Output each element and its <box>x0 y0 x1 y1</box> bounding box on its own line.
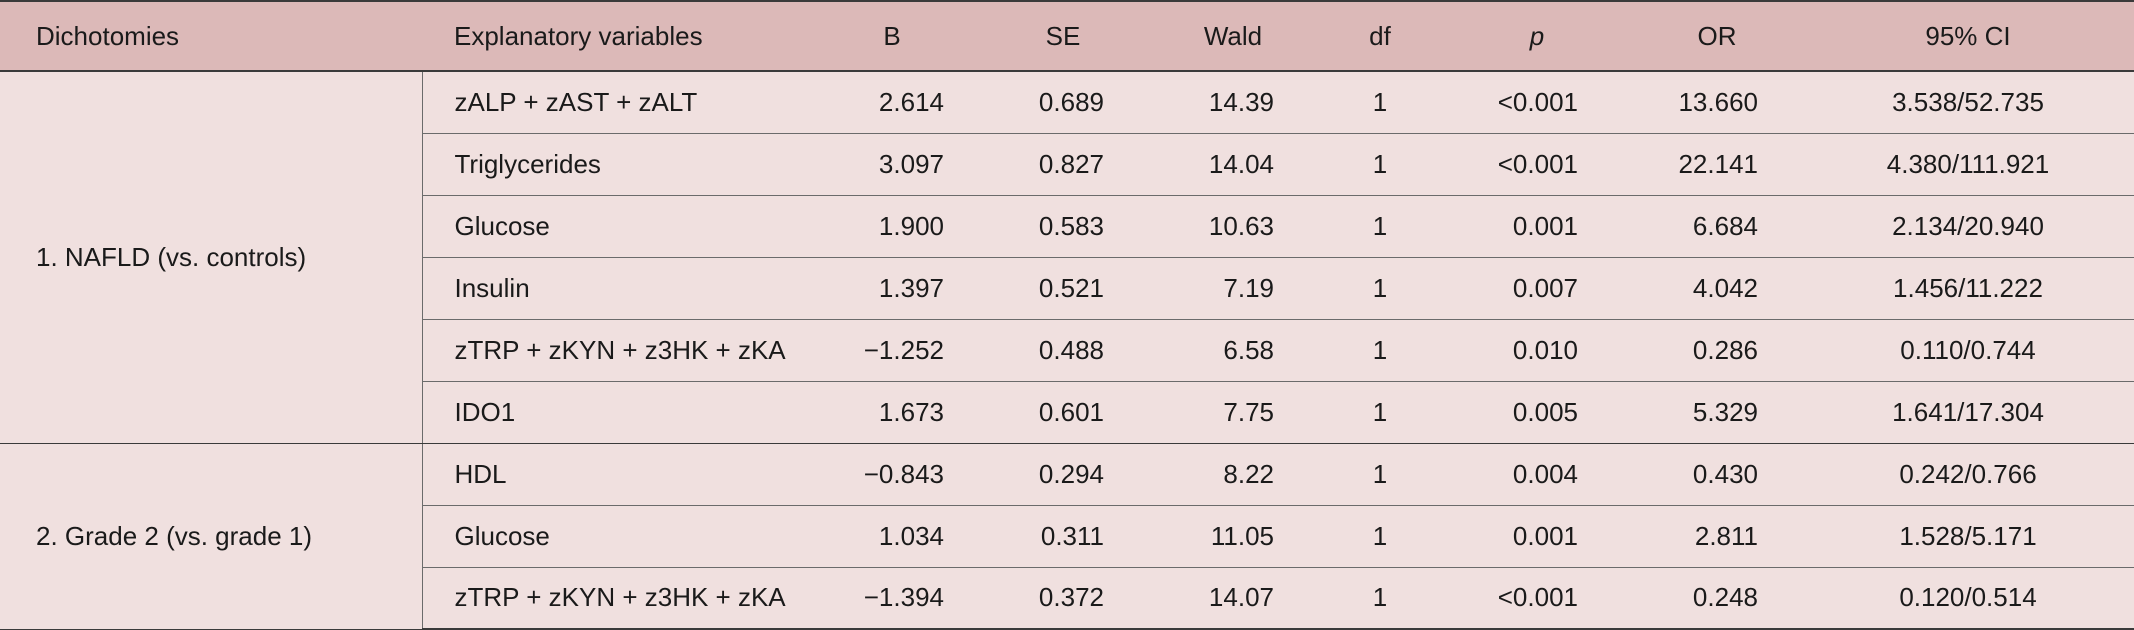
header-variables: Explanatory variables <box>422 0 806 72</box>
cell-or: 0.430 <box>1632 443 1802 506</box>
header-b: B <box>806 0 978 72</box>
cell-b: 1.034 <box>806 505 978 568</box>
cell-p: <0.001 <box>1442 567 1632 630</box>
cell-or: 13.660 <box>1632 71 1802 134</box>
cell-wald: 8.22 <box>1148 443 1318 506</box>
cell-df: 1 <box>1318 443 1442 506</box>
cell-variable: Triglycerides <box>422 133 806 196</box>
cell-or: 5.329 <box>1632 381 1802 444</box>
cell-df: 1 <box>1318 71 1442 134</box>
cell-variable: zTRP + zKYN + z3HK + zKA <box>422 567 806 630</box>
cell-p: 0.001 <box>1442 195 1632 258</box>
cell-df: 1 <box>1318 381 1442 444</box>
cell-df: 1 <box>1318 133 1442 196</box>
table-row: IDO1 1.673 0.601 7.75 1 0.005 5.329 1.641/17.30… <box>0 381 2134 444</box>
cell-p: 0.010 <box>1442 319 1632 382</box>
cell-wald: 14.04 <box>1148 133 1318 196</box>
cell-wald: 7.19 <box>1148 257 1318 320</box>
table-row: Glucose 1.900 0.583 10.63 1 0.001 6.684 2.134/2… <box>0 195 2134 258</box>
cell-ci: 1.528/5.171 <box>1802 505 2134 568</box>
cell-or: 2.811 <box>1632 505 1802 568</box>
cell-ci: 0.120/0.514 <box>1802 567 2134 630</box>
table-row: Triglycerides 3.097 0.827 14.04 1 <0.001 22.14… <box>0 133 2134 196</box>
cell-variable: HDL <box>422 443 806 506</box>
cell-p: 0.005 <box>1442 381 1632 444</box>
cell-wald: 14.39 <box>1148 71 1318 134</box>
cell-p: 0.004 <box>1442 443 1632 506</box>
table-row: 1. NAFLD (vs. controls) zALP + zAST + zAL… <box>0 71 2134 444</box>
cell-se: 0.294 <box>978 443 1148 506</box>
table-header: Dichotomies Explanatory variables B SE W… <box>0 0 2134 72</box>
cell-or: 0.286 <box>1632 319 1802 382</box>
cell-df: 1 <box>1318 567 1442 630</box>
cell-p: <0.001 <box>1442 71 1632 134</box>
cell-variable: zALP + zAST + zALT <box>422 71 806 134</box>
cell-se: 0.488 <box>978 319 1148 382</box>
cell-b: 3.097 <box>806 133 978 196</box>
cell-df: 1 <box>1318 319 1442 382</box>
header-row: Dichotomies Explanatory variables B SE W… <box>0 0 2134 72</box>
table-row: 2. Grade 2 (vs. grade 1) HDL −0.843 0.294 8.… <box>0 443 2134 630</box>
cell-se: 0.689 <box>978 71 1148 134</box>
cell-wald: 7.75 <box>1148 381 1318 444</box>
header-df: df <box>1318 0 1442 72</box>
cell-or: 0.248 <box>1632 567 1802 630</box>
dichotomy-label: 1. NAFLD (vs. controls) <box>0 71 423 444</box>
header-or: OR <box>1632 0 1802 72</box>
cell-or: 6.684 <box>1632 195 1802 258</box>
cell-ci: 0.110/0.744 <box>1802 319 2134 382</box>
cell-ci: 3.538/52.735 <box>1802 71 2134 134</box>
cell-variable: zTRP + zKYN + z3HK + zKA <box>422 319 806 382</box>
cell-b: −1.394 <box>806 567 978 630</box>
cell-or: 4.042 <box>1632 257 1802 320</box>
cell-wald: 6.58 <box>1148 319 1318 382</box>
cell-b: 2.614 <box>806 71 978 134</box>
table-body: 1. NAFLD (vs. controls) zALP + zAST + zAL… <box>0 71 2134 630</box>
cell-b: −1.252 <box>806 319 978 382</box>
cell-b: 1.900 <box>806 195 978 258</box>
cell-se: 0.372 <box>978 567 1148 630</box>
cell-variable: IDO1 <box>422 381 806 444</box>
cell-p: 0.001 <box>1442 505 1632 568</box>
cell-wald: 10.63 <box>1148 195 1318 258</box>
cell-se: 0.601 <box>978 381 1148 444</box>
header-wald: Wald <box>1148 0 1318 72</box>
header-se: SE <box>978 0 1148 72</box>
cell-or: 22.141 <box>1632 133 1802 196</box>
dichotomy-label: 2. Grade 2 (vs. grade 1) <box>0 443 423 630</box>
cell-wald: 14.07 <box>1148 567 1318 630</box>
cell-p: <0.001 <box>1442 133 1632 196</box>
cell-wald: 11.05 <box>1148 505 1318 568</box>
cell-ci: 0.242/0.766 <box>1802 443 2134 506</box>
cell-p: 0.007 <box>1442 257 1632 320</box>
cell-b: 1.397 <box>806 257 978 320</box>
cell-ci: 2.134/20.940 <box>1802 195 2134 258</box>
cell-ci: 1.641/17.304 <box>1802 381 2134 444</box>
cell-ci: 4.380/111.921 <box>1802 133 2134 196</box>
cell-variable: Glucose <box>422 505 806 568</box>
cell-df: 1 <box>1318 505 1442 568</box>
cell-variable: Insulin <box>422 257 806 320</box>
header-dichotomies: Dichotomies <box>0 0 422 72</box>
cell-se: 0.311 <box>978 505 1148 568</box>
cell-se: 0.583 <box>978 195 1148 258</box>
header-p: p <box>1442 0 1632 72</box>
cell-df: 1 <box>1318 257 1442 320</box>
cell-variable: Glucose <box>422 195 806 258</box>
cell-df: 1 <box>1318 195 1442 258</box>
table-row: Insulin 1.397 0.521 7.19 1 0.007 4.042 1.456/11… <box>0 257 2134 320</box>
cell-b: 1.673 <box>806 381 978 444</box>
cell-b: −0.843 <box>806 443 978 506</box>
cell-se: 0.521 <box>978 257 1148 320</box>
cell-ci: 1.456/11.222 <box>1802 257 2134 320</box>
cell-se: 0.827 <box>978 133 1148 196</box>
header-ci: 95% CI <box>1802 0 2134 72</box>
